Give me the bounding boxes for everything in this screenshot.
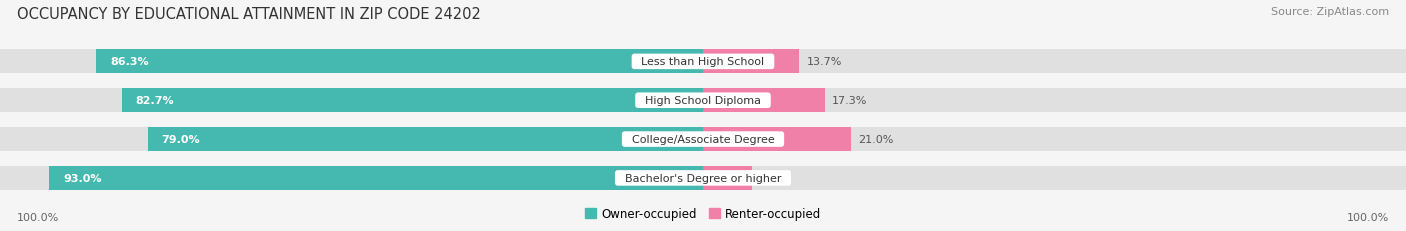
Text: 100.0%: 100.0% xyxy=(17,212,59,222)
Text: 13.7%: 13.7% xyxy=(807,57,842,67)
Text: 93.0%: 93.0% xyxy=(63,173,101,183)
Text: 79.0%: 79.0% xyxy=(162,134,200,144)
Bar xyxy=(0,166,703,190)
Bar xyxy=(0,128,703,152)
Text: Bachelor's Degree or higher: Bachelor's Degree or higher xyxy=(617,173,789,183)
Text: Source: ZipAtlas.com: Source: ZipAtlas.com xyxy=(1271,7,1389,17)
Bar xyxy=(703,50,799,74)
Bar xyxy=(703,166,752,190)
Bar xyxy=(49,166,703,190)
Bar xyxy=(0,89,703,113)
Text: Less than High School: Less than High School xyxy=(634,57,772,67)
Text: 21.0%: 21.0% xyxy=(858,134,893,144)
Bar xyxy=(703,128,851,152)
Text: 7.0%: 7.0% xyxy=(759,173,787,183)
Text: 82.7%: 82.7% xyxy=(135,96,174,106)
Bar xyxy=(148,128,703,152)
Bar xyxy=(121,89,703,113)
Bar xyxy=(703,50,1406,74)
Text: College/Associate Degree: College/Associate Degree xyxy=(624,134,782,144)
Text: High School Diploma: High School Diploma xyxy=(638,96,768,106)
Bar xyxy=(0,50,703,74)
Text: 17.3%: 17.3% xyxy=(832,96,868,106)
Bar xyxy=(97,50,703,74)
Text: OCCUPANCY BY EDUCATIONAL ATTAINMENT IN ZIP CODE 24202: OCCUPANCY BY EDUCATIONAL ATTAINMENT IN Z… xyxy=(17,7,481,22)
Bar xyxy=(703,128,1406,152)
Text: 100.0%: 100.0% xyxy=(1347,212,1389,222)
Bar xyxy=(703,166,1406,190)
Text: 86.3%: 86.3% xyxy=(110,57,149,67)
Bar xyxy=(703,89,824,113)
Bar xyxy=(703,89,1406,113)
Legend: Owner-occupied, Renter-occupied: Owner-occupied, Renter-occupied xyxy=(579,203,827,225)
